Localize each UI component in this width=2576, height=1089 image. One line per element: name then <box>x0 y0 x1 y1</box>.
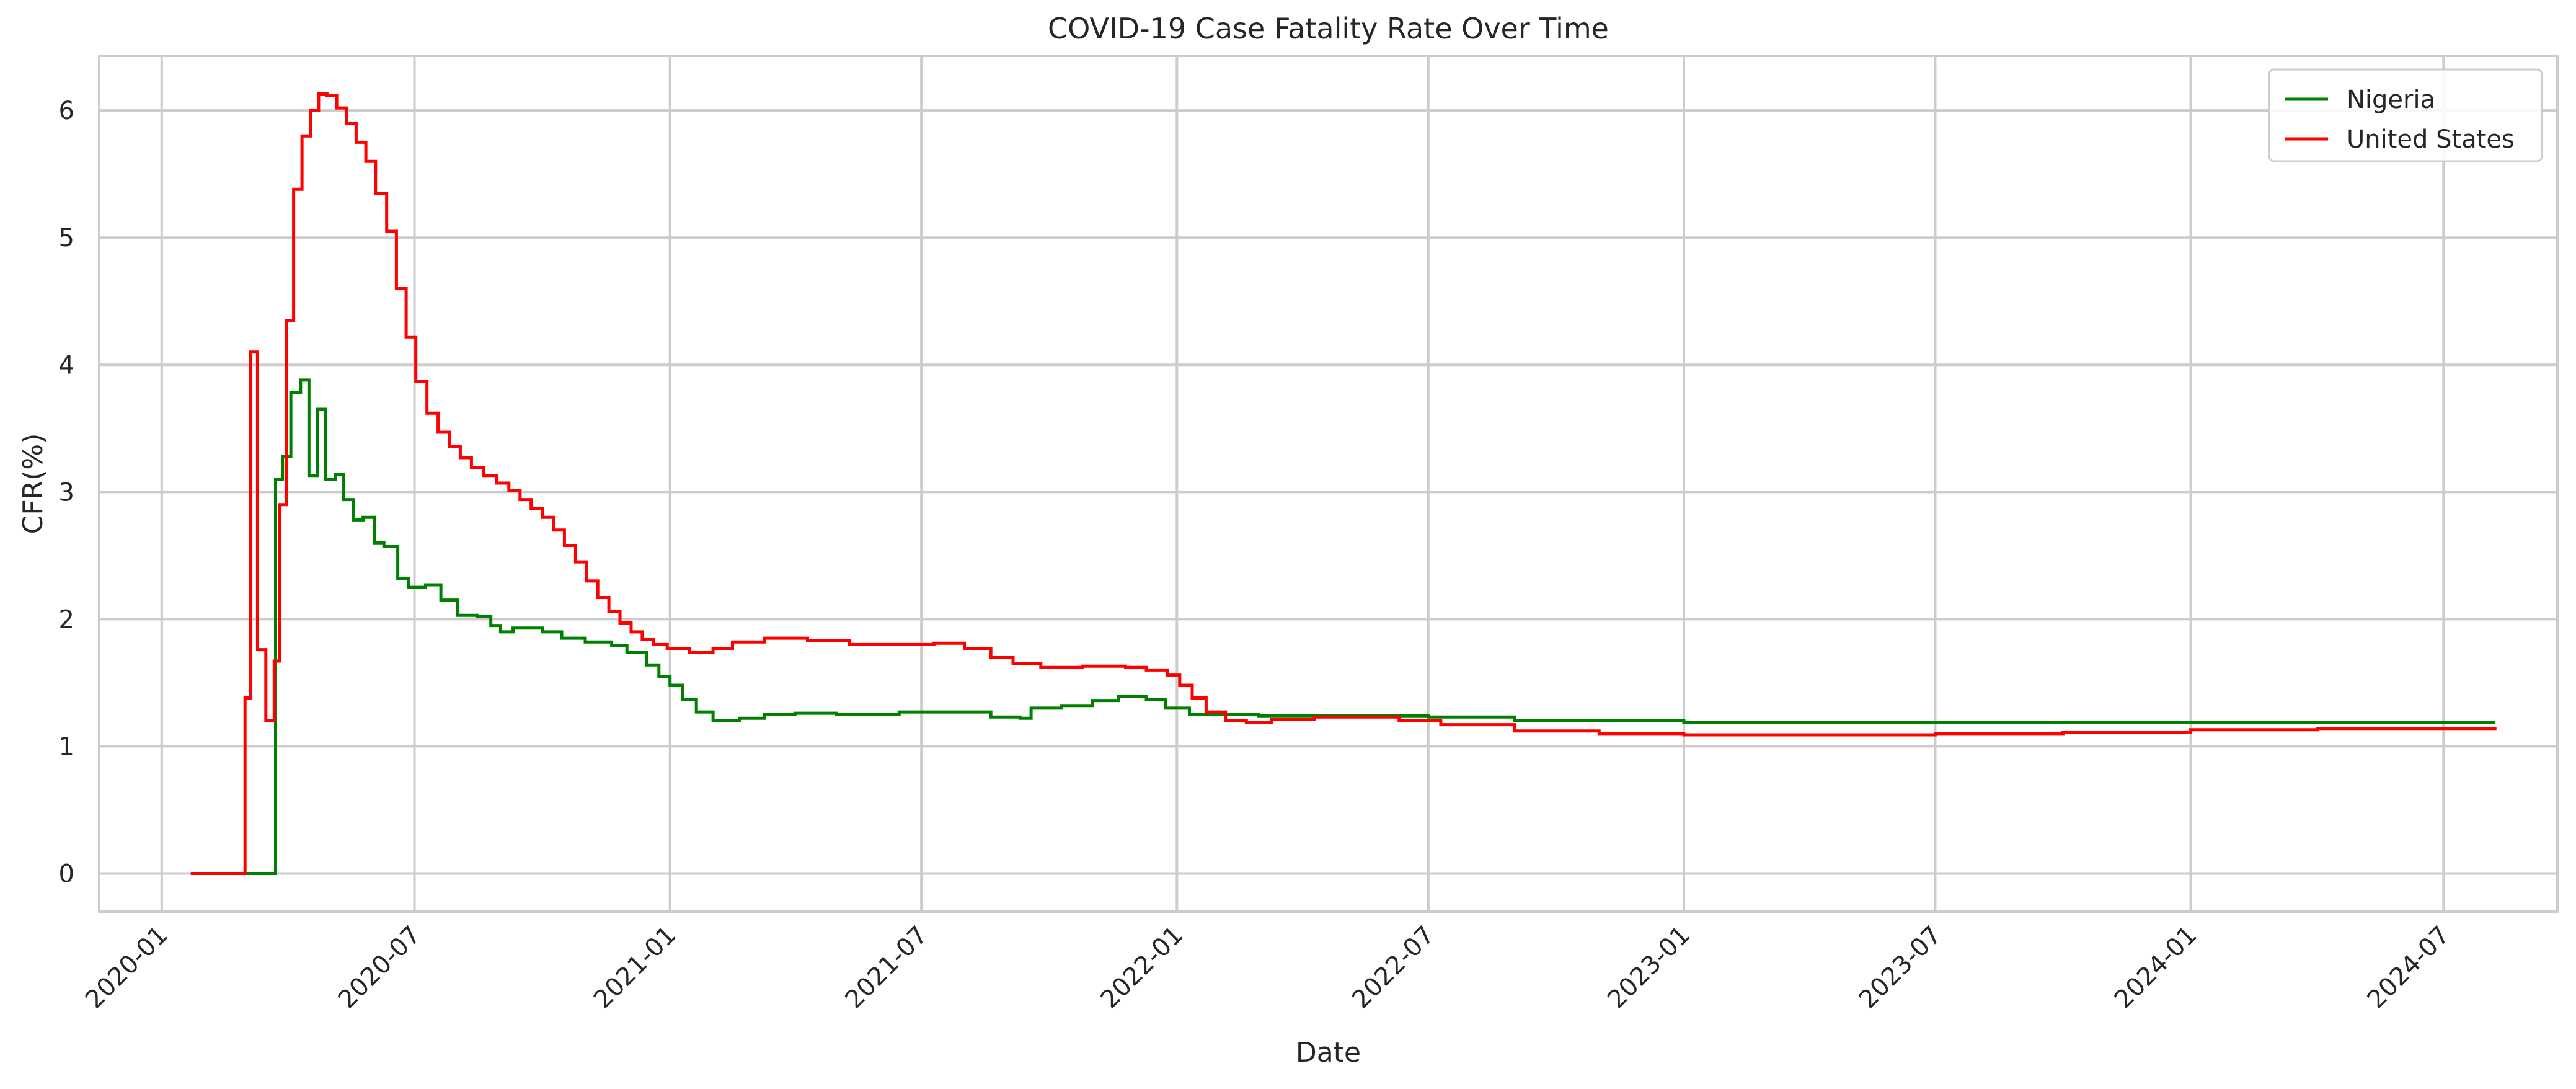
legend-label-nigeria: Nigeria <box>2347 86 2435 114</box>
y-tick-label: 6 <box>59 97 74 125</box>
y-tick-labels: 0 1 2 3 4 5 6 <box>59 97 74 888</box>
plot-frame <box>98 55 2559 913</box>
y-tick-label: 2 <box>59 605 74 634</box>
y-tick-label: 4 <box>59 351 74 380</box>
y-tick-label: 5 <box>59 224 74 252</box>
x-axis-title: Date <box>1296 1037 1361 1069</box>
legend-box <box>2268 68 2543 162</box>
series-line-nigeria <box>190 378 2495 875</box>
series-line-united-states <box>190 92 2497 875</box>
y-tick-label: 1 <box>59 732 74 761</box>
y-tick-label: 0 <box>59 860 74 888</box>
grid-lines <box>99 56 2557 912</box>
series-lines <box>190 92 2497 875</box>
legend-label-united-states: United States <box>2347 125 2515 154</box>
legend: Nigeria United States <box>2268 68 2543 162</box>
y-axis-title: CFR(%) <box>17 433 49 535</box>
chart-title: COVID-19 Case Fatality Rate Over Time <box>1048 12 1609 45</box>
y-tick-label: 3 <box>59 478 74 507</box>
